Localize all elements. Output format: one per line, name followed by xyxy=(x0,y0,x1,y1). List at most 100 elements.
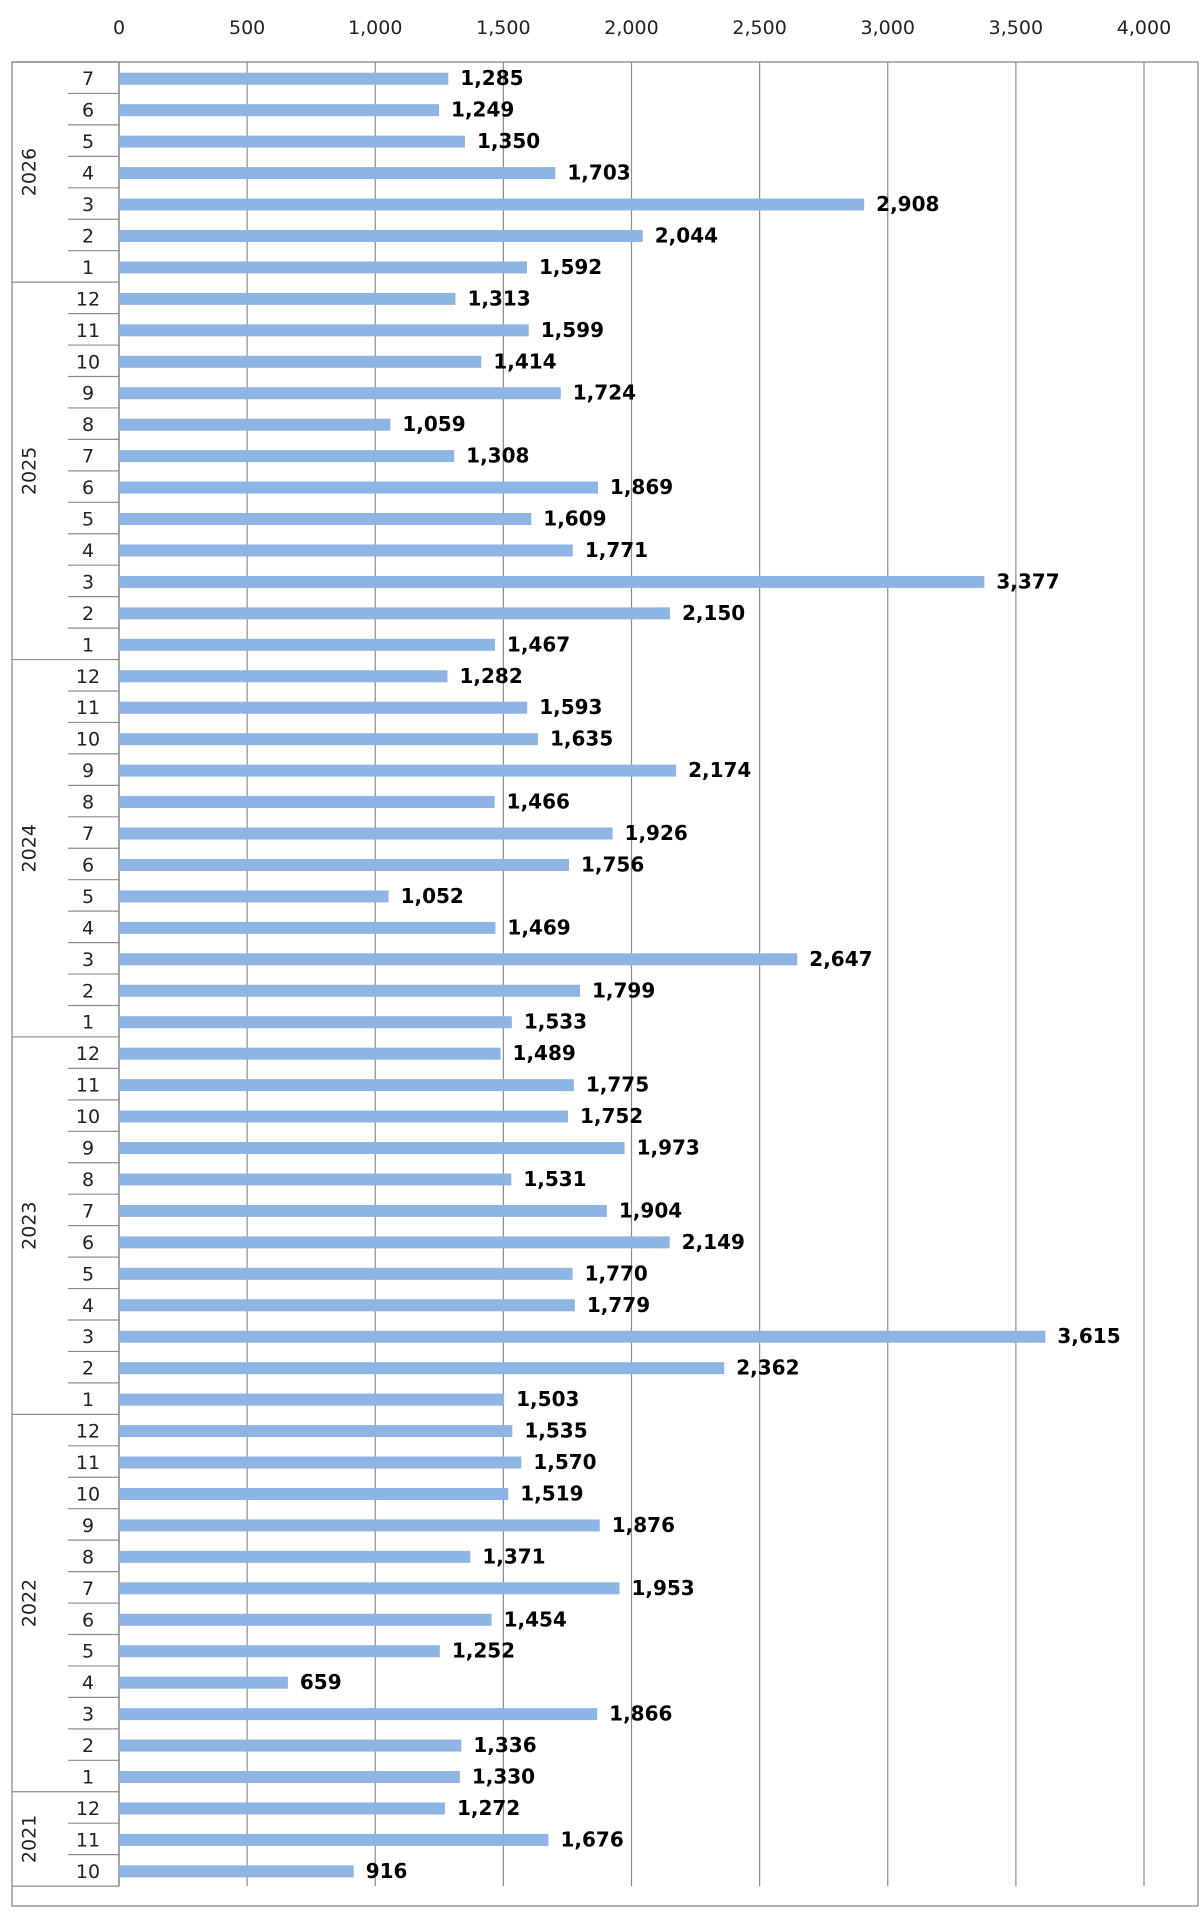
bar xyxy=(119,135,465,148)
x-tick-label: 1,500 xyxy=(476,17,530,39)
data-label: 1,570 xyxy=(533,1450,596,1474)
data-label: 1,454 xyxy=(504,1607,567,1631)
month-label: 9 xyxy=(82,760,94,782)
bar xyxy=(119,167,556,180)
x-tick-label: 4,000 xyxy=(1117,17,1171,39)
year-label: 2026 xyxy=(19,148,41,196)
month-label: 3 xyxy=(82,194,94,216)
month-label: 7 xyxy=(82,1200,94,1222)
year-label: 2025 xyxy=(19,447,41,495)
month-label: 9 xyxy=(82,1515,94,1537)
month-label: 1 xyxy=(82,1389,94,1411)
year-label: 2023 xyxy=(19,1201,41,1249)
bar xyxy=(119,953,798,966)
bar xyxy=(119,450,455,463)
bar xyxy=(119,1771,460,1784)
data-label: 2,362 xyxy=(736,1356,799,1380)
month-label: 8 xyxy=(82,1169,94,1191)
month-label: 11 xyxy=(76,1829,100,1851)
data-label: 1,272 xyxy=(457,1796,520,1820)
bar xyxy=(119,1802,445,1815)
data-label: 1,926 xyxy=(625,821,688,845)
month-label: 10 xyxy=(76,1106,100,1128)
data-label: 1,285 xyxy=(460,66,523,90)
bar xyxy=(119,229,643,242)
data-label: 1,252 xyxy=(452,1639,515,1663)
data-label: 3,377 xyxy=(996,569,1059,593)
bar xyxy=(119,670,448,683)
bar xyxy=(119,355,482,368)
data-label: 1,635 xyxy=(550,727,613,751)
data-labels-layer: 1,285 1,249 1,350 1,703 2,908 2,044 1,592 1,313… xyxy=(300,66,1121,1883)
month-label: 9 xyxy=(82,383,94,405)
data-label: 1,593 xyxy=(539,695,602,719)
month-label: 12 xyxy=(76,666,100,688)
bar xyxy=(119,575,985,588)
data-label: 1,724 xyxy=(573,381,636,405)
bar xyxy=(119,1204,607,1217)
data-label: 1,308 xyxy=(466,444,529,468)
bars-layer xyxy=(119,72,1046,1878)
bar xyxy=(119,1299,575,1312)
data-label: 1,876 xyxy=(612,1513,675,1537)
month-label: 5 xyxy=(82,1641,94,1663)
data-label: 1,866 xyxy=(609,1702,672,1726)
bar xyxy=(119,827,613,840)
bar xyxy=(119,387,561,400)
bar xyxy=(119,921,496,934)
month-label: 8 xyxy=(82,792,94,814)
data-label: 1,756 xyxy=(581,852,644,876)
bar xyxy=(119,1582,620,1595)
month-label: 6 xyxy=(82,1609,94,1631)
bar xyxy=(119,890,389,903)
month-label: 9 xyxy=(82,1138,94,1160)
data-label: 1,489 xyxy=(513,1041,576,1065)
data-label: 1,052 xyxy=(401,884,464,908)
year-label: 2024 xyxy=(19,824,41,872)
x-tick-label: 2,500 xyxy=(732,17,786,39)
category-axis: 7654321202612111098765432120251211109876… xyxy=(12,61,120,1887)
bar xyxy=(119,1487,509,1500)
bar xyxy=(119,638,495,651)
plot-frame xyxy=(11,61,1199,1907)
data-label: 2,044 xyxy=(655,223,718,247)
data-label: 1,249 xyxy=(451,98,514,122)
data-label: 1,676 xyxy=(560,1827,623,1851)
month-label: 10 xyxy=(76,729,100,751)
bar xyxy=(119,1676,288,1689)
year-label: 2021 xyxy=(19,1815,41,1863)
x-tick-label: 0 xyxy=(113,17,125,39)
bar xyxy=(119,858,569,871)
bar xyxy=(119,1079,574,1092)
month-label: 1 xyxy=(82,1767,94,1789)
data-label: 1,703 xyxy=(567,161,630,185)
data-label: 1,371 xyxy=(482,1544,545,1568)
bar xyxy=(119,1236,670,1249)
x-tick-label: 500 xyxy=(229,17,265,39)
data-label: 1,770 xyxy=(585,1261,648,1285)
data-label: 1,533 xyxy=(524,1010,587,1034)
month-label: 8 xyxy=(82,1546,94,1568)
data-label: 2,150 xyxy=(682,601,745,625)
data-label: 1,973 xyxy=(637,1136,700,1160)
year-label: 2022 xyxy=(19,1579,41,1627)
bar xyxy=(119,1865,354,1878)
bar xyxy=(119,1456,522,1469)
month-label: 7 xyxy=(82,446,94,468)
data-label: 1,775 xyxy=(586,1073,649,1097)
data-label: 1,503 xyxy=(516,1387,579,1411)
month-label: 5 xyxy=(82,886,94,908)
month-label: 6 xyxy=(82,1232,94,1254)
month-label: 2 xyxy=(82,225,94,247)
bar xyxy=(119,1142,625,1155)
month-label: 2 xyxy=(82,1735,94,1757)
data-label: 2,908 xyxy=(876,192,939,216)
month-label: 3 xyxy=(82,571,94,593)
bar xyxy=(119,1519,600,1532)
bar xyxy=(119,1362,725,1375)
data-label: 2,149 xyxy=(682,1230,745,1254)
bar xyxy=(119,1016,512,1029)
bar xyxy=(119,733,538,746)
bar xyxy=(119,1550,471,1563)
x-tick-label: 1,000 xyxy=(348,17,402,39)
